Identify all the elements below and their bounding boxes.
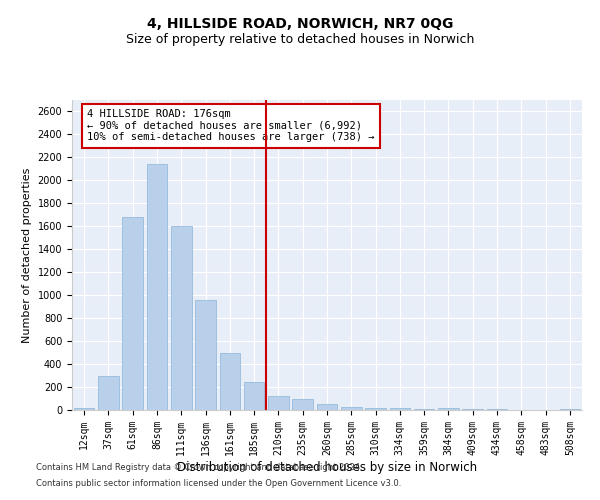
- Bar: [560, 409, 580, 410]
- Bar: [122, 217, 143, 410]
- Bar: [220, 352, 240, 410]
- Bar: [98, 376, 119, 410]
- Bar: [74, 408, 94, 410]
- Bar: [317, 404, 337, 410]
- Bar: [341, 406, 362, 410]
- Bar: [244, 382, 265, 410]
- Bar: [487, 409, 508, 410]
- Bar: [365, 408, 386, 410]
- Text: 4, HILLSIDE ROAD, NORWICH, NR7 0QG: 4, HILLSIDE ROAD, NORWICH, NR7 0QG: [147, 18, 453, 32]
- Bar: [414, 409, 434, 410]
- Bar: [195, 300, 216, 410]
- Bar: [292, 399, 313, 410]
- Bar: [268, 396, 289, 410]
- Text: Contains public sector information licensed under the Open Government Licence v3: Contains public sector information licen…: [36, 478, 401, 488]
- Bar: [171, 226, 191, 410]
- Bar: [389, 408, 410, 410]
- Text: Contains HM Land Registry data © Crown copyright and database right 2024.: Contains HM Land Registry data © Crown c…: [36, 464, 362, 472]
- X-axis label: Distribution of detached houses by size in Norwich: Distribution of detached houses by size …: [177, 460, 477, 473]
- Y-axis label: Number of detached properties: Number of detached properties: [22, 168, 32, 342]
- Text: Size of property relative to detached houses in Norwich: Size of property relative to detached ho…: [126, 32, 474, 46]
- Bar: [146, 164, 167, 410]
- Bar: [438, 408, 459, 410]
- Text: 4 HILLSIDE ROAD: 176sqm
← 90% of detached houses are smaller (6,992)
10% of semi: 4 HILLSIDE ROAD: 176sqm ← 90% of detache…: [88, 110, 375, 142]
